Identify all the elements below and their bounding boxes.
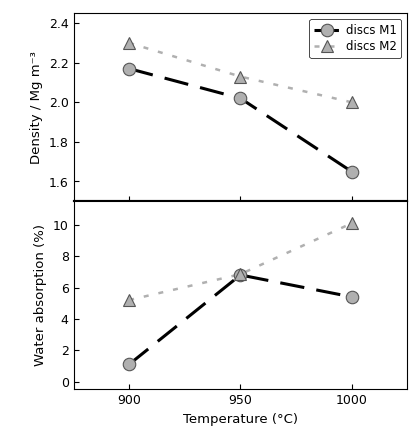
Y-axis label: Density / Mg m⁻³: Density / Mg m⁻³ bbox=[30, 51, 43, 164]
Legend: discs M1, discs M2: discs M1, discs M2 bbox=[309, 19, 402, 58]
Y-axis label: Water absorption (%): Water absorption (%) bbox=[34, 224, 47, 367]
X-axis label: Temperature (°C): Temperature (°C) bbox=[183, 413, 298, 426]
